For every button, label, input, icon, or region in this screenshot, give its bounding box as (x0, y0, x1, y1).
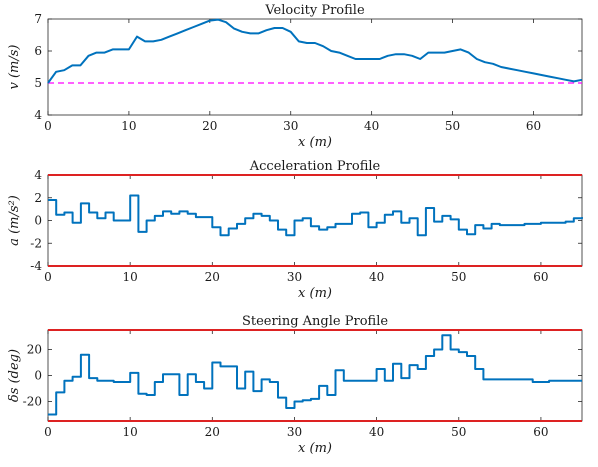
x-tick-label: 10 (123, 270, 138, 284)
y-axis-label: δs (deg) (7, 349, 22, 402)
y-tick-label: -2 (30, 236, 42, 250)
x-tick-label: 30 (287, 270, 302, 284)
x-tick-label: 40 (369, 270, 384, 284)
panel-2: 0 10 20 30 40 50 60 -4 -2 0 2 4 Acceleration Profile… (7, 159, 583, 301)
x-tick-label: 20 (205, 270, 220, 284)
y-tick-label: 6 (34, 44, 42, 58)
panel-1: 0 10 20 30 40 50 60 4 5 6 7 Velocity Profile x (m) v … (7, 3, 583, 150)
x-tick-label: 50 (451, 270, 466, 284)
chart-title: Acceleration Profile (249, 159, 381, 174)
x-tick-label: 30 (287, 425, 302, 439)
x-tick-label: 20 (205, 425, 220, 439)
y-tick-label: 0 (34, 369, 42, 383)
x-tick-label: 60 (533, 270, 548, 284)
x-tick-label: 0 (44, 119, 52, 133)
x-tick-label: 60 (526, 119, 541, 133)
chart-title: Steering Angle Profile (242, 314, 388, 329)
x-tick-label: 10 (123, 425, 138, 439)
y-axis-label: v (m/s) (7, 45, 22, 90)
axes-box (47, 18, 583, 116)
x-axis-label: x (m) (298, 441, 332, 456)
y-tick-label: -4 (30, 259, 42, 273)
y-tick-label: 0 (34, 214, 42, 228)
axes-box (47, 329, 583, 422)
x-tick-label: 0 (44, 270, 52, 284)
y-tick-label: 20 (27, 343, 42, 357)
series-line (48, 194, 583, 237)
y-tick-label: -20 (23, 395, 42, 409)
y-axis-label: a (m/s²) (7, 195, 22, 246)
y-tick-label: 5 (34, 76, 42, 90)
series-line (47, 18, 583, 84)
panel-3: 0 10 20 30 40 50 60 -20 0 20 Steering Angle Profil… (7, 314, 583, 456)
x-tick-label: 40 (364, 119, 379, 133)
y-tick-label: 7 (34, 12, 42, 26)
y-tick-label: 2 (34, 191, 42, 205)
x-tick-label: 20 (202, 119, 217, 133)
series-line (48, 334, 582, 416)
x-axis-label: x (m) (298, 286, 332, 301)
x-tick-label: 50 (445, 119, 460, 133)
x-tick-label: 0 (44, 425, 52, 439)
x-tick-label: 10 (121, 119, 136, 133)
x-axis-label: x (m) (298, 135, 332, 150)
x-tick-label: 30 (283, 119, 298, 133)
x-tick-label: 50 (451, 425, 466, 439)
x-tick-label: 60 (533, 425, 548, 439)
x-tick-label: 40 (369, 425, 384, 439)
y-tick-label: 4 (34, 108, 42, 122)
chart-title: Velocity Profile (264, 3, 365, 18)
y-tick-label: 4 (34, 168, 42, 182)
